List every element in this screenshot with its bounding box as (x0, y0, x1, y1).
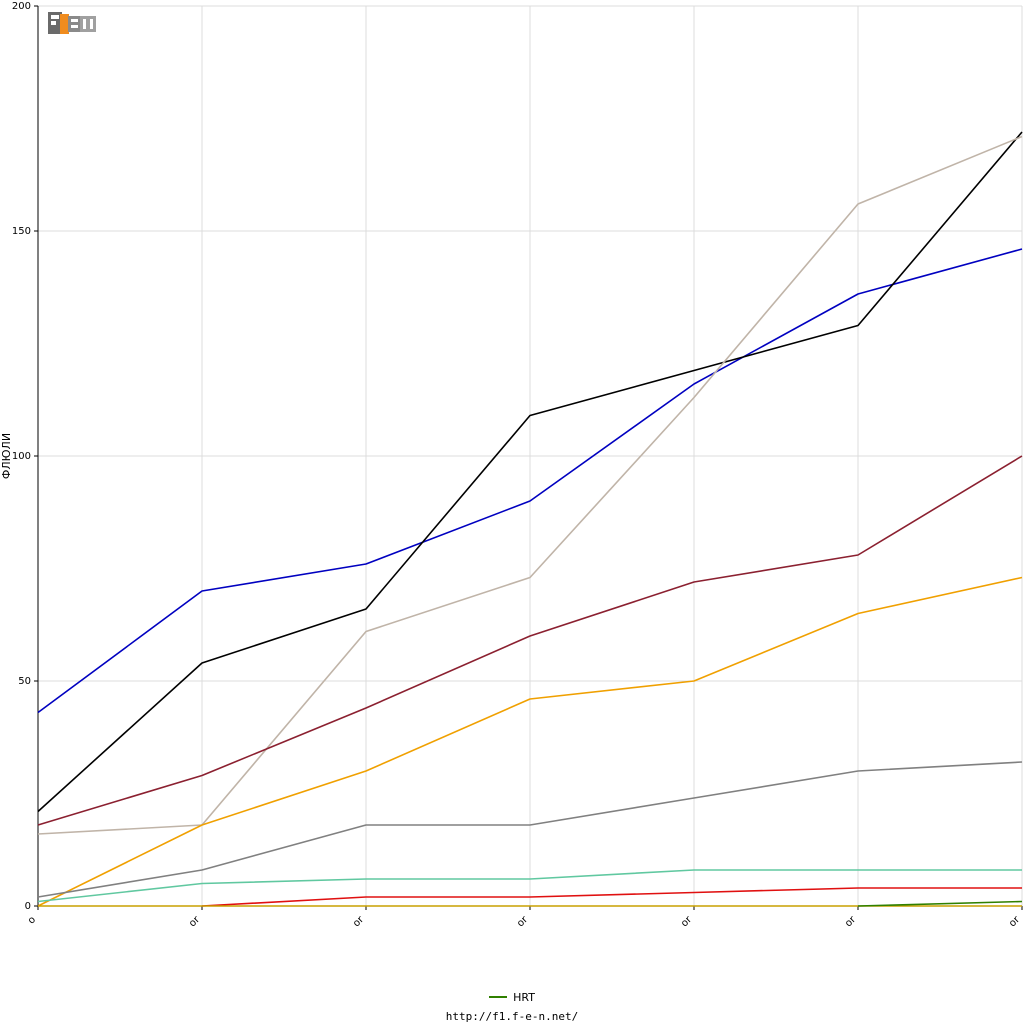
series-line-4 (37, 576, 1023, 907)
axes (34, 5, 1023, 910)
x-tick-label: or (1007, 914, 1023, 930)
y-tick-label: 100 (12, 451, 31, 462)
series-line-6 (37, 869, 1022, 903)
footer-url[interactable]: http://f1.f-e-n.net/ (445, 1010, 579, 1023)
series-line-0 (37, 248, 1023, 714)
series-line-9 (857, 900, 1023, 907)
f1-fen-logo-icon (48, 12, 96, 34)
y-tick-label: 200 (12, 1, 31, 12)
series-line-7 (201, 887, 1022, 907)
y-axis-title: ФЛЮЛИ (0, 433, 13, 479)
x-tick-label: or (515, 914, 531, 930)
y-tick-label: 0 (25, 901, 31, 912)
y-tick-label: 50 (18, 676, 31, 687)
series-lines (37, 131, 1023, 907)
legend: HRT (0, 991, 1024, 1004)
x-tick-label: or (843, 914, 859, 930)
x-tick-labels: o or or or or or or (26, 914, 1023, 930)
series-line-1 (37, 131, 1023, 813)
grid (38, 5, 1023, 907)
y-tick-label: 150 (12, 226, 31, 237)
legend-label-hrt: HRT (513, 991, 535, 1004)
y-tick-labels: 0 50 100 150 200 (12, 1, 31, 912)
legend-swatch-hrt (489, 996, 508, 998)
series-line-3 (37, 455, 1023, 826)
x-tick-label: o (26, 914, 38, 926)
x-tick-label: or (187, 914, 203, 930)
series-line-5 (37, 761, 1023, 898)
x-tick-label: or (679, 914, 695, 930)
x-tick-label: or (351, 914, 367, 930)
